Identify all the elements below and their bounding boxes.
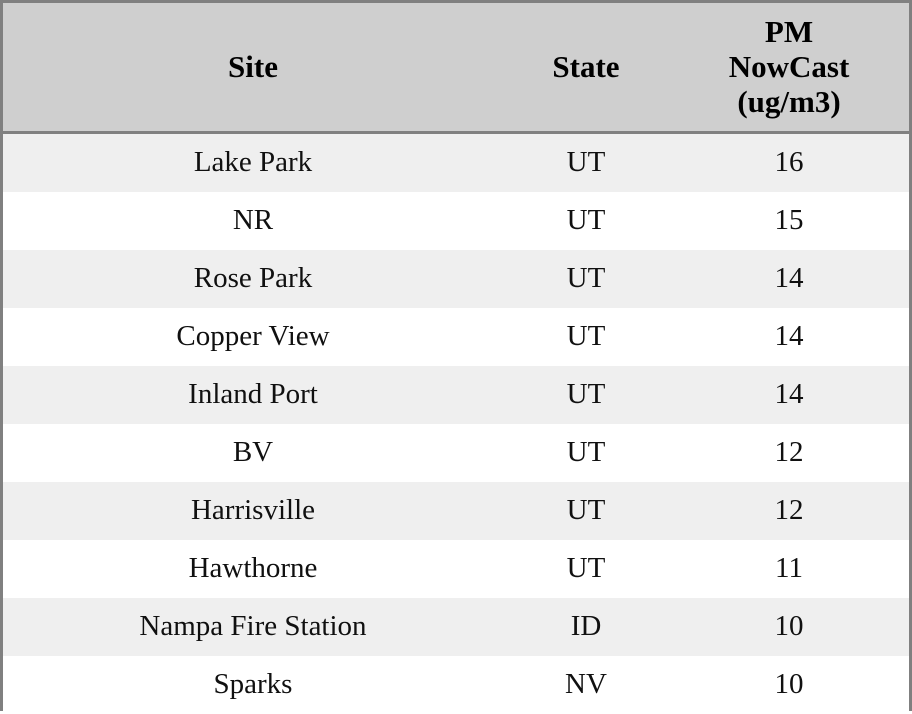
column-header-pm-nowcast-line-2: NowCast <box>728 49 850 85</box>
cell-state: UT <box>503 365 669 424</box>
cell-site: NR <box>3 191 503 250</box>
table-row: Nampa Fire Station ID 10 <box>3 597 909 656</box>
table-row: Sparks NV 10 <box>3 655 909 714</box>
table-row: NR UT 15 <box>3 191 909 250</box>
column-header-state-line-1: State <box>552 49 620 85</box>
column-header-state: State <box>503 3 669 134</box>
column-header-pm-nowcast: PM NowCast (ug/m3) <box>669 3 909 134</box>
cell-site: Rose Park <box>3 249 503 308</box>
table-header: Site State PM NowCast (ug/m3) <box>3 3 909 134</box>
pm-nowcast-table: Site State PM NowCast (ug/m3) Lake Park … <box>3 3 909 714</box>
cell-pm-nowcast: 15 <box>669 191 909 250</box>
cell-state: NV <box>503 655 669 714</box>
column-header-pm-nowcast-line-1: PM <box>764 14 814 50</box>
cell-state: UT <box>503 249 669 308</box>
cell-site: Harrisville <box>3 481 503 540</box>
cell-site: Nampa Fire Station <box>3 597 503 656</box>
table-row: Copper View UT 14 <box>3 307 909 366</box>
cell-pm-nowcast: 14 <box>669 307 909 366</box>
cell-state: UT <box>503 191 669 250</box>
table-header-row: Site State PM NowCast (ug/m3) <box>3 3 909 134</box>
table-row: Lake Park UT 16 <box>3 132 909 192</box>
table-row: BV UT 12 <box>3 423 909 482</box>
cell-site: Copper View <box>3 307 503 366</box>
cell-state: ID <box>503 597 669 656</box>
cell-site: Sparks <box>3 655 503 714</box>
cell-state: UT <box>503 307 669 366</box>
cell-site: Hawthorne <box>3 539 503 598</box>
cell-site: Inland Port <box>3 365 503 424</box>
table-row: Rose Park UT 14 <box>3 249 909 308</box>
cell-site: BV <box>3 423 503 482</box>
cell-state: UT <box>503 539 669 598</box>
cell-state: UT <box>503 132 669 192</box>
cell-site: Lake Park <box>3 132 503 192</box>
cell-pm-nowcast: 12 <box>669 423 909 482</box>
table-row: Harrisville UT 12 <box>3 481 909 540</box>
table-row: Hawthorne UT 11 <box>3 539 909 598</box>
column-header-site-line-1: Site <box>228 49 278 85</box>
cell-pm-nowcast: 10 <box>669 655 909 714</box>
table-row: Inland Port UT 14 <box>3 365 909 424</box>
cell-state: UT <box>503 423 669 482</box>
cell-pm-nowcast: 16 <box>669 132 909 192</box>
table-body: Lake Park UT 16 NR UT 15 Rose Park UT 14… <box>3 132 909 714</box>
cell-pm-nowcast: 14 <box>669 249 909 308</box>
cell-pm-nowcast: 11 <box>669 539 909 598</box>
column-header-pm-nowcast-line-3: (ug/m3) <box>737 84 841 120</box>
cell-pm-nowcast: 12 <box>669 481 909 540</box>
column-header-site: Site <box>3 3 503 134</box>
cell-state: UT <box>503 481 669 540</box>
cell-pm-nowcast: 10 <box>669 597 909 656</box>
cell-pm-nowcast: 14 <box>669 365 909 424</box>
